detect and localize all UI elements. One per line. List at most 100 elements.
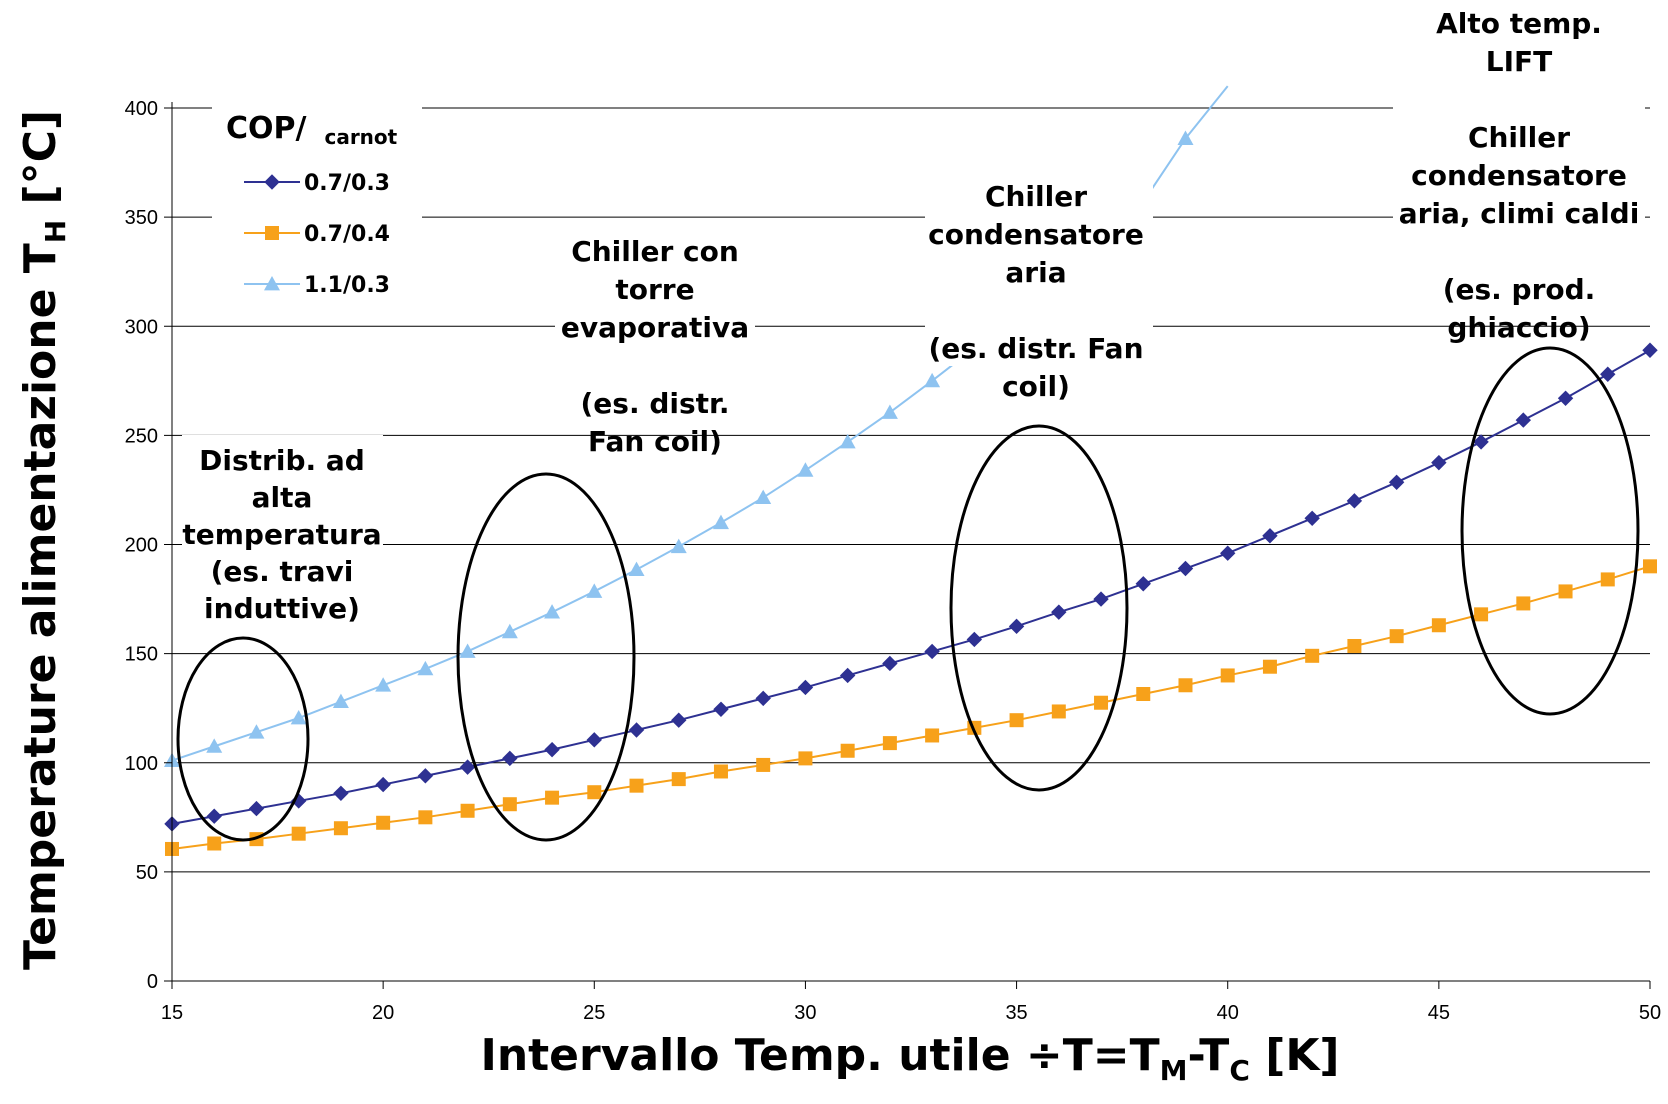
data-point: [1093, 591, 1109, 607]
data-point: [333, 821, 348, 836]
data-point: [1220, 668, 1235, 683]
data-point: [1515, 412, 1532, 428]
data-point: [418, 810, 433, 825]
data-point: [1643, 559, 1657, 574]
annotation-line: evaporativa: [561, 311, 749, 344]
data-point: [839, 433, 856, 449]
annotation-line: Chiller: [985, 180, 1087, 213]
y-tick-label: 350: [125, 207, 158, 229]
annotation-line: coil): [1002, 370, 1070, 403]
data-point: [459, 759, 476, 775]
data-point: [1135, 576, 1151, 592]
data-point: [1304, 510, 1320, 527]
y-tick-label: 0: [147, 971, 158, 993]
data-point: [1346, 493, 1363, 509]
data-point: [797, 679, 814, 696]
data-point: [206, 738, 223, 753]
data-point: [248, 800, 265, 817]
annotation-text: Chiller con torre evaporativa (es. distr. F…: [561, 235, 749, 458]
x-axis-title-part: [K]: [1250, 1030, 1340, 1081]
data-point: [671, 772, 686, 787]
data-point: [966, 631, 983, 648]
data-point: [376, 815, 391, 830]
data-point: [1431, 454, 1447, 471]
annotation-line: torre: [615, 273, 694, 306]
data-point: [1008, 618, 1025, 635]
data-point: [1220, 545, 1236, 561]
data-point: [501, 623, 518, 639]
annotation-line: aria: [1005, 256, 1066, 289]
annotation-line: Alto temp.: [1436, 7, 1602, 40]
data-point: [881, 404, 898, 419]
data-point: [882, 655, 898, 672]
series-line: [171, 349, 1651, 825]
data-point: [291, 826, 306, 841]
y-tick-label: 250: [125, 425, 158, 447]
x-tick-label: 45: [1428, 1002, 1450, 1024]
annotation-line: Fan coil): [588, 425, 722, 458]
data-point: [460, 803, 475, 818]
annotation-line: (es. distr.: [581, 387, 730, 420]
data-point: [1558, 584, 1573, 599]
legend-swatch-marker: [264, 276, 280, 291]
x-axis-title-subscript: M: [1160, 1054, 1188, 1087]
data-point: [882, 736, 897, 751]
data-point: [1051, 604, 1067, 620]
data-point: [839, 667, 856, 684]
data-point: [248, 724, 265, 739]
series-0-7-0-3: [164, 342, 1658, 832]
annotation-line: aria, climi caldi: [1399, 197, 1640, 230]
data-point: [1094, 695, 1109, 710]
y-axis-title-part: Temperature alimentazione T: [15, 243, 66, 970]
legend-label: 0.7/0.3: [304, 171, 390, 196]
legend-label: 1.1/0.3: [304, 273, 390, 298]
data-point: [417, 768, 434, 784]
annotation-line: [1514, 235, 1524, 268]
annotation-backgrounds: [182, 0, 1645, 635]
data-point: [1136, 687, 1151, 702]
data-point: [1431, 618, 1446, 633]
data-point: [840, 743, 855, 758]
x-tick-label: 30: [794, 1002, 816, 1024]
y-tick-label: 100: [125, 753, 158, 775]
annotation-backdrop: [555, 230, 755, 430]
data-point: [713, 764, 728, 779]
data-point: [586, 732, 602, 748]
data-point: [544, 604, 561, 619]
y-tick-label: 300: [125, 316, 158, 338]
data-point: [1473, 434, 1489, 450]
data-point: [670, 538, 687, 554]
axes: 0 50 100 150 200 250 300 350 400 15 20 25 30 35 40 45 50: [125, 98, 1662, 1024]
annotation-line: induttive): [204, 592, 360, 625]
y-tick-label: 200: [125, 535, 158, 557]
legend-title: COP/carnot: [226, 111, 398, 149]
legend-swatch-marker: [264, 174, 280, 190]
annotation-line: Chiller: [1468, 121, 1570, 154]
annotation-backdrop: [1393, 0, 1645, 320]
data-point: [375, 677, 392, 692]
series-line: [171, 565, 1651, 850]
legend: COP/carnot 0.7/0.3 0.7/0.4 1.1/0.3: [226, 111, 398, 298]
data-point: [1389, 629, 1404, 644]
y-tick-label: 150: [125, 644, 158, 666]
annotation-line: ghiaccio): [1447, 311, 1590, 344]
highlight-ellipse: [176, 636, 310, 842]
x-tick-label: 40: [1217, 1002, 1239, 1024]
data-point: [755, 690, 771, 707]
data-point: [628, 561, 645, 576]
data-point: [1262, 528, 1278, 544]
annotation-line: (es. travi: [211, 555, 354, 588]
annotation-line: condensatore: [1411, 159, 1627, 192]
data-point: [797, 462, 814, 477]
annotation-line: condensatore: [928, 218, 1144, 251]
x-axis-title-part: Intervallo Temp. utile ÷T=T: [480, 1030, 1159, 1081]
annotation-backdrop: [182, 435, 383, 635]
data-point: [755, 489, 772, 504]
annotation-line: alta: [252, 481, 313, 514]
legend-title-sub: carnot: [324, 125, 397, 149]
data-point: [1009, 713, 1024, 728]
legend-item: 0.7/0.4: [244, 222, 390, 247]
highlight-ellipse: [949, 424, 1129, 792]
x-tick-label: 25: [583, 1002, 605, 1024]
legend-swatch-marker: [265, 226, 279, 240]
